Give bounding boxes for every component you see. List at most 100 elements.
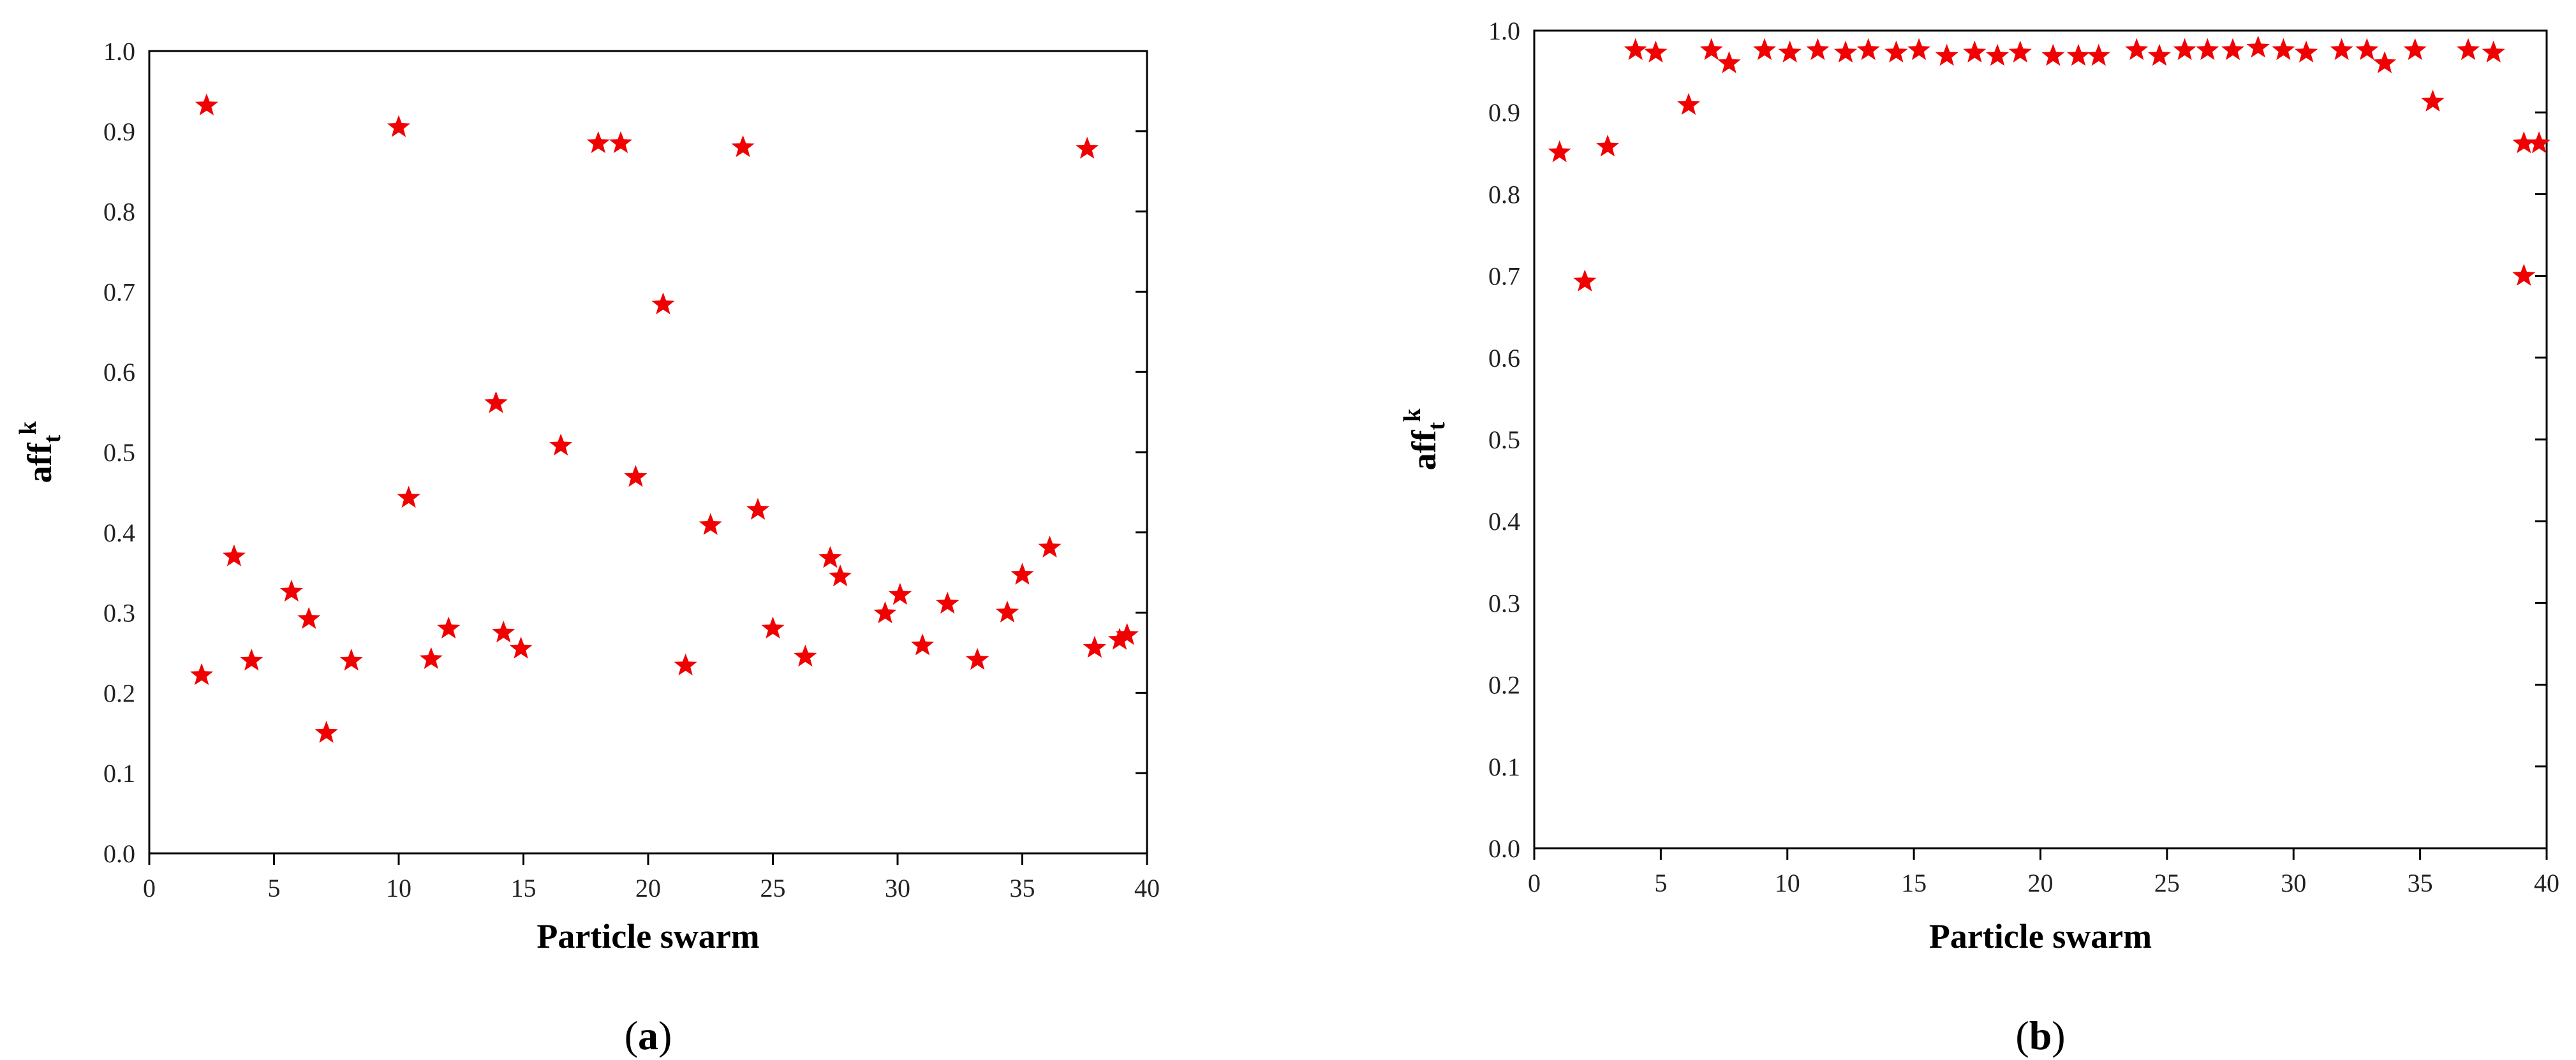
y-tick-label: 1.0 xyxy=(1488,17,1520,45)
data-point-star xyxy=(2196,38,2219,60)
data-point-star xyxy=(1038,536,1061,557)
data-point-star xyxy=(761,617,784,638)
y-tick-label: 0.4 xyxy=(103,519,135,547)
data-point-star xyxy=(1884,41,1907,63)
plot-frame xyxy=(1534,31,2547,848)
x-tick-label: 15 xyxy=(1901,869,1927,897)
x-tick-label: 10 xyxy=(1775,869,1800,897)
data-point-star xyxy=(829,564,852,586)
data-point-star xyxy=(587,131,610,153)
data-point-star xyxy=(889,583,912,605)
data-point-star xyxy=(699,513,722,535)
data-point-star xyxy=(1083,636,1106,658)
x-tick-label: 0 xyxy=(1528,869,1541,897)
data-point-star xyxy=(674,654,697,675)
data-point-star xyxy=(1986,44,2009,66)
x-tick-label: 10 xyxy=(386,874,411,902)
y-tick-label: 0.1 xyxy=(1488,753,1520,781)
y-tick-label: 0.3 xyxy=(1488,589,1520,617)
data-point-star xyxy=(732,135,755,157)
x-axis-title: Particle swarm xyxy=(1929,917,2152,955)
y-tick-label: 0.5 xyxy=(1488,425,1520,454)
y-tick-label: 0.7 xyxy=(103,277,135,306)
data-point-star xyxy=(420,647,443,669)
data-point-star xyxy=(651,293,674,314)
data-point-star xyxy=(1573,270,1596,291)
x-tick-label: 30 xyxy=(885,874,910,902)
data-point-star xyxy=(911,633,934,655)
y-axis-title-subscript: t xyxy=(39,434,66,443)
data-point-star xyxy=(240,649,263,670)
data-point-star xyxy=(1963,41,1986,63)
x-tick-label: 30 xyxy=(2281,869,2306,897)
data-point-star xyxy=(437,617,460,638)
y-tick-label: 0.8 xyxy=(1488,180,1520,209)
data-point-star xyxy=(484,391,507,413)
data-point-star xyxy=(549,434,572,455)
x-tick-label: 15 xyxy=(511,874,537,902)
data-point-star xyxy=(223,545,246,566)
data-point-star xyxy=(190,663,213,685)
y-tick-label: 0.2 xyxy=(103,679,135,707)
y-tick-label: 0.5 xyxy=(103,438,135,467)
y-tick-label: 0.1 xyxy=(103,759,135,788)
chart-panel-b: 0 5 10 15 20 25 30 35 400.00.10.20.30.40.50.60.7… xyxy=(1399,17,2559,1058)
x-tick-label: 5 xyxy=(268,874,281,902)
data-point-star xyxy=(1596,135,1619,156)
y-tick-label: 0.0 xyxy=(103,839,135,868)
data-point-star xyxy=(2041,44,2064,66)
data-point-star xyxy=(996,601,1019,622)
data-point-star xyxy=(1779,41,1802,63)
y-tick-label: 0.3 xyxy=(103,599,135,628)
data-point-star xyxy=(2482,41,2505,63)
y-axis-title: afftk xyxy=(15,421,66,483)
data-point-star xyxy=(397,486,420,508)
data-point-star xyxy=(2457,38,2480,60)
x-tick-label: 40 xyxy=(2534,869,2559,897)
y-tick-label: 0.6 xyxy=(103,358,135,386)
data-point-star xyxy=(1624,38,1647,60)
data-point-star xyxy=(1717,51,1740,73)
y-tick-label: 0.9 xyxy=(1488,98,1520,127)
y-tick-label: 0.0 xyxy=(1488,834,1520,863)
x-tick-label: 25 xyxy=(2154,869,2180,897)
data-point-star xyxy=(280,580,303,601)
y-axis-title-superscript: k xyxy=(15,421,41,435)
x-tick-label: 35 xyxy=(2408,869,2433,897)
data-point-star xyxy=(387,115,410,137)
data-point-star xyxy=(1806,38,1829,60)
y-tick-label: 0.6 xyxy=(1488,344,1520,372)
data-point-star xyxy=(936,592,959,614)
data-point-star xyxy=(1857,38,1880,60)
data-point-star xyxy=(2512,264,2535,286)
data-point-star xyxy=(2067,44,2090,66)
y-tick-label: 0.2 xyxy=(1488,671,1520,700)
panel-label: (b) xyxy=(2015,1013,2065,1058)
data-point-star xyxy=(492,621,515,642)
data-point-star xyxy=(195,94,218,115)
data-point-star xyxy=(1700,38,1723,60)
data-point-star xyxy=(2221,38,2244,60)
data-point-star xyxy=(1548,140,1571,162)
data-point-star xyxy=(2272,38,2295,60)
data-point-star xyxy=(2373,51,2396,73)
data-point-star xyxy=(624,465,647,487)
data-point-star xyxy=(1010,563,1033,585)
x-tick-label: 40 xyxy=(1134,874,1160,902)
x-axis-title: Particle swarm xyxy=(537,917,759,955)
y-tick-label: 0.7 xyxy=(1488,262,1520,291)
x-tick-label: 0 xyxy=(143,874,156,902)
data-point-star xyxy=(1753,38,1776,60)
data-point-star xyxy=(1644,41,1667,63)
y-tick-label: 1.0 xyxy=(103,37,135,66)
data-point-star xyxy=(2148,44,2171,66)
data-point-star xyxy=(2421,90,2444,112)
data-point-star xyxy=(315,721,338,742)
data-point-star xyxy=(2404,38,2427,60)
data-point-star xyxy=(794,645,817,666)
panel-label-letter: b xyxy=(2029,1013,2052,1058)
data-point-star xyxy=(2330,38,2353,60)
data-point-star xyxy=(2125,38,2148,60)
data-point-star xyxy=(1677,93,1700,115)
